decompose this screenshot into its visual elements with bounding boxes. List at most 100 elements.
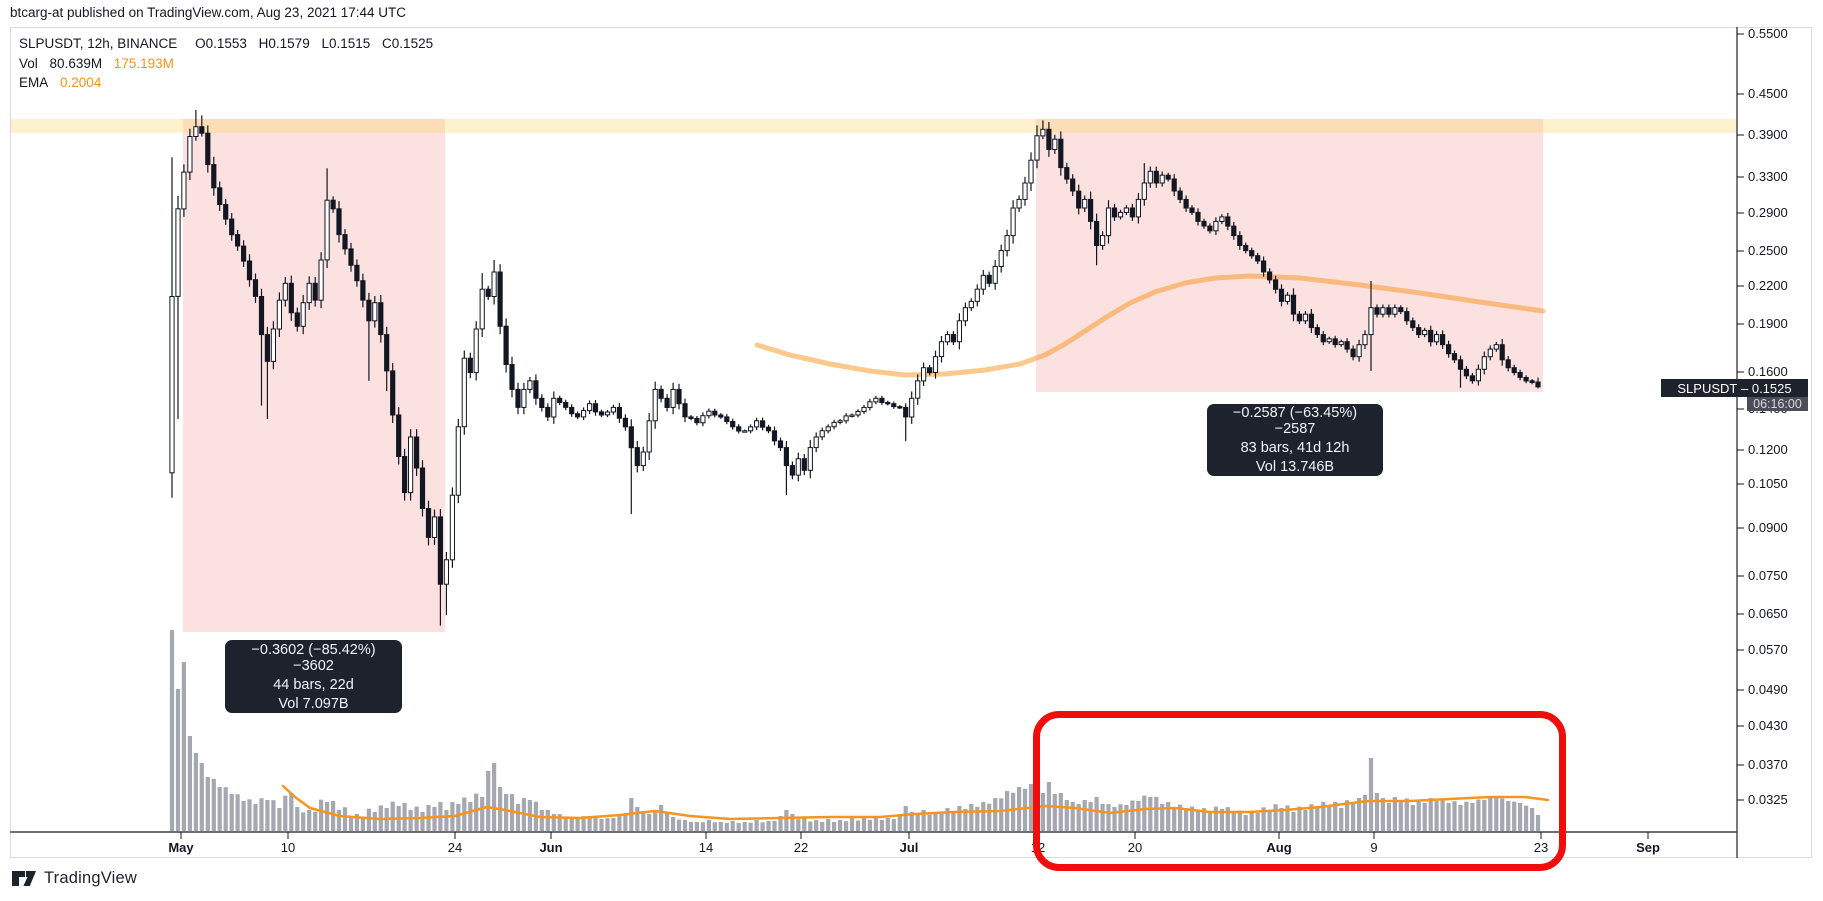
candle-body xyxy=(1111,207,1118,218)
candle-body xyxy=(771,430,778,442)
volume-bar xyxy=(1261,807,1266,831)
candle-body xyxy=(372,302,378,322)
volume-bar xyxy=(1154,796,1159,831)
volume-bar xyxy=(551,814,556,831)
candle-body xyxy=(1141,182,1147,200)
candle-body xyxy=(378,302,384,336)
legend-symbol-row[interactable]: SLPUSDT, 12h, BINANCE O0.1553 H0.1579 L0… xyxy=(19,34,433,54)
measure-range-box-2[interactable] xyxy=(1036,119,1543,392)
volume-bar xyxy=(563,817,568,831)
volume-bar xyxy=(849,817,855,831)
candle-body xyxy=(1040,128,1046,137)
candle-body xyxy=(276,299,282,330)
volume-bar xyxy=(480,797,485,831)
volume-bar xyxy=(581,816,586,831)
volume-bar xyxy=(1249,810,1254,831)
volume-bar xyxy=(748,822,753,831)
volume-bar xyxy=(772,820,777,831)
volume-bar xyxy=(1404,798,1409,831)
time-axis-label: Sep xyxy=(1636,840,1660,855)
volume-bar xyxy=(975,806,980,831)
candle-body xyxy=(211,164,217,189)
candle-body xyxy=(1374,307,1380,315)
candle-body xyxy=(354,264,360,282)
candle-body xyxy=(336,208,342,236)
price-axis-label: 0.0750 xyxy=(1748,568,1788,583)
volume-bar xyxy=(653,810,658,831)
volume-bar xyxy=(671,817,676,831)
candle-body xyxy=(199,126,205,134)
volume-bar xyxy=(885,818,890,831)
candle-body xyxy=(1010,207,1016,237)
bar-countdown: 06:16:00 xyxy=(1747,397,1808,411)
volume-bar xyxy=(921,810,926,831)
candle-body xyxy=(330,199,336,210)
volume-bar xyxy=(826,819,831,831)
volume-bar xyxy=(1058,793,1063,831)
volume-bar xyxy=(688,822,694,831)
volume-bar xyxy=(420,812,425,831)
volume-bar xyxy=(569,816,574,831)
volume-bar xyxy=(265,800,270,831)
candle-body xyxy=(956,320,962,343)
tradingview-logo[interactable]: TradingView xyxy=(12,869,137,888)
volume-bar xyxy=(1178,804,1183,831)
candle-body xyxy=(1088,198,1094,222)
candle-body xyxy=(1255,255,1261,262)
volume-bar xyxy=(784,810,789,831)
candle-body xyxy=(825,426,831,432)
volume-bar xyxy=(1512,801,1517,831)
candle-body xyxy=(1219,216,1225,222)
volume-bar xyxy=(1530,808,1535,831)
volume-bar xyxy=(1064,800,1069,831)
candle-body xyxy=(1201,220,1207,227)
volume-bar xyxy=(718,822,723,831)
volume-ma-line xyxy=(281,784,1550,821)
candle-body xyxy=(1344,341,1350,350)
last-price-label: SLPUSDT – 0.1525 xyxy=(1661,379,1808,397)
candle-body xyxy=(1284,294,1291,302)
candle-body xyxy=(461,357,467,428)
candle-body xyxy=(1338,341,1344,346)
volume-bar xyxy=(790,814,795,831)
candle-body xyxy=(903,406,909,418)
resistance-band[interactable] xyxy=(11,119,1737,133)
tradingview-logo-icon xyxy=(12,871,36,886)
price-axis-label: 0.0370 xyxy=(1748,757,1788,772)
volume-bar xyxy=(1070,802,1075,831)
candle-body xyxy=(1481,356,1487,370)
volume-bar xyxy=(1106,804,1111,831)
volume-bar xyxy=(474,793,479,831)
volume-bar xyxy=(915,814,920,831)
candle-body xyxy=(1499,344,1505,361)
candle-body xyxy=(932,356,939,374)
volume-bar xyxy=(1219,809,1224,831)
volume-bar xyxy=(539,810,544,831)
volume-bar xyxy=(1225,807,1230,831)
volume-bar xyxy=(1446,803,1451,831)
candle-body xyxy=(992,265,998,284)
candle-body xyxy=(998,250,1004,268)
time-axis-label: Jun xyxy=(539,840,563,855)
legend-ema-row[interactable]: EMA 0.2004 xyxy=(19,73,433,93)
red-highlight-annotation[interactable] xyxy=(1033,711,1566,871)
volume-bar xyxy=(1160,804,1165,831)
volume-bar xyxy=(229,794,234,831)
candle-body xyxy=(831,421,837,428)
candle-body xyxy=(962,307,968,322)
volume-bar xyxy=(1082,800,1087,831)
volume-bar xyxy=(855,820,861,831)
volume-bar xyxy=(1088,802,1093,831)
volume-bar xyxy=(271,800,276,831)
price-axis-label: 0.0490 xyxy=(1748,682,1788,697)
candle-body xyxy=(938,341,945,358)
candle-body xyxy=(1165,174,1171,180)
price-axis-label: 0.0430 xyxy=(1748,718,1788,733)
measure-2-bars: 83 bars, 41d 12h xyxy=(1240,440,1350,456)
legend-volume-row[interactable]: Vol 80.639M 175.193M xyxy=(19,54,433,74)
price-axis-label: 0.2200 xyxy=(1748,278,1788,293)
price-axis-label: 0.0650 xyxy=(1748,606,1788,621)
candle-body xyxy=(980,274,986,290)
volume-bar xyxy=(820,822,825,831)
